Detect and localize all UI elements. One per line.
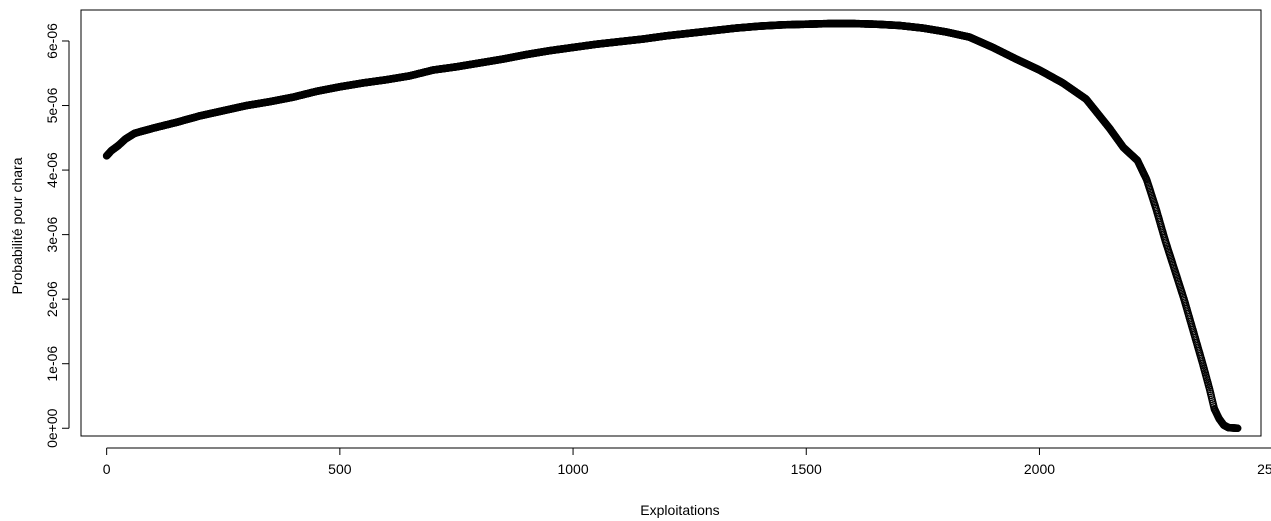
y-tick-label: 3e-06 bbox=[44, 217, 60, 253]
x-tick-label: 2500 bbox=[1257, 461, 1271, 477]
data-points bbox=[102, 19, 1242, 433]
x-tick-label: 2000 bbox=[1024, 461, 1055, 477]
y-axis-label: Probabilité pour chara bbox=[9, 157, 25, 294]
y-axis: 0e+00 1e-06 2e-06 3e-06 4e-06 5e-06 6e-06 bbox=[44, 23, 70, 448]
data-point bbox=[1233, 424, 1242, 433]
y-tick-label: 5e-06 bbox=[44, 87, 60, 123]
y-tick-label: 0e+00 bbox=[44, 408, 60, 448]
x-tick-label: 500 bbox=[328, 461, 352, 477]
y-tick-label: 2e-06 bbox=[44, 281, 60, 317]
x-tick-label: 1500 bbox=[791, 461, 822, 477]
plot-frame bbox=[80, 9, 1262, 437]
x-axis-label: Exploitations bbox=[640, 502, 719, 518]
y-tick-label: 1e-06 bbox=[44, 346, 60, 382]
x-axis: 0 500 1000 1500 2000 2500 bbox=[103, 447, 1271, 477]
x-tick-label: 0 bbox=[103, 461, 111, 477]
y-tick-label: 4e-06 bbox=[44, 152, 60, 188]
y-tick-label: 6e-06 bbox=[44, 23, 60, 59]
x-tick-label: 1000 bbox=[557, 461, 588, 477]
